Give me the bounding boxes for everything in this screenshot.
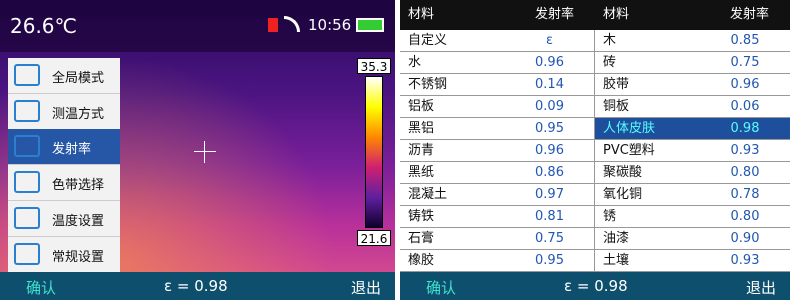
emissivity-value[interactable]: 0.97 <box>505 184 595 206</box>
material-name[interactable]: 石膏 <box>400 228 505 250</box>
material-name[interactable]: 木 <box>595 30 700 52</box>
table-header: 材料 <box>595 0 700 30</box>
emissivity-value[interactable]: 0.95 <box>505 250 595 272</box>
menu-item[interactable]: 温度设置 <box>8 201 120 237</box>
temperature: 26.6℃ <box>10 14 77 38</box>
menu-label: 温度设置 <box>52 210 104 229</box>
emissivity-value[interactable]: 0.75 <box>505 228 595 250</box>
material-name[interactable]: 土壤 <box>595 250 700 272</box>
color-bar <box>365 76 383 228</box>
emissivity-value[interactable]: 0.90 <box>700 228 790 250</box>
material-name[interactable]: 铜板 <box>595 96 700 118</box>
emissivity-value[interactable]: 0.06 <box>700 96 790 118</box>
material-name[interactable]: 胶带 <box>595 74 700 96</box>
emissivity-value[interactable]: ε <box>505 30 595 52</box>
emissivity-value[interactable]: 0.93 <box>700 140 790 162</box>
emissivity-value[interactable]: 0.81 <box>505 206 595 228</box>
emissivity-value[interactable]: 0.95 <box>505 118 595 140</box>
material-name[interactable]: 橡胶 <box>400 250 505 272</box>
material-name[interactable]: 黑纸 <box>400 162 505 184</box>
emissivity: ε = 0.98 <box>564 277 628 295</box>
confirm-button[interactable]: 确认 <box>426 277 456 298</box>
emissivity-value[interactable]: 0.85 <box>700 30 790 52</box>
menu-label: 常规设置 <box>52 246 104 265</box>
emissivity-value[interactable]: 0.75 <box>700 52 790 74</box>
menu-icon <box>14 64 40 86</box>
emissivity-value[interactable]: 0.14 <box>505 74 595 96</box>
exit-button[interactable]: 退出 <box>746 277 776 298</box>
menu-item[interactable]: 色带选择 <box>8 165 120 201</box>
clock: 10:56 <box>308 16 351 34</box>
emissivity-value[interactable]: 0.80 <box>700 206 790 228</box>
material-name[interactable]: 黑铝 <box>400 118 505 140</box>
footer: 确认 ε = 0.98 退出 <box>400 272 790 300</box>
emissivity-value[interactable]: 0.98 <box>700 118 790 140</box>
emissivity: ε = 0.98 <box>164 277 228 295</box>
emissivity-value[interactable]: 0.78 <box>700 184 790 206</box>
material-name[interactable]: 混凝土 <box>400 184 505 206</box>
emissivity-value[interactable]: 0.09 <box>505 96 595 118</box>
emissivity-value[interactable]: 0.80 <box>700 162 790 184</box>
menu-icon <box>14 171 40 193</box>
material-name[interactable]: 聚碳酸 <box>595 162 700 184</box>
menu-item[interactable]: 常规设置 <box>8 237 120 273</box>
thermal-view: 26.6℃ 10:56 全局模式测温方式发射率色带选择温度设置常规设置 35.3… <box>0 0 395 300</box>
emissivity-value[interactable]: 0.96 <box>505 140 595 162</box>
menu: 全局模式测温方式发射率色带选择温度设置常规设置 <box>8 58 120 272</box>
material-name[interactable]: 油漆 <box>595 228 700 250</box>
menu-item[interactable]: 测温方式 <box>8 94 120 130</box>
emissivity-value[interactable]: 0.86 <box>505 162 595 184</box>
material-name[interactable]: 自定义 <box>400 30 505 52</box>
battery-icon <box>356 18 384 32</box>
sd-icon <box>268 18 278 32</box>
menu-icon <box>14 135 40 157</box>
material-name[interactable]: 人体皮肤 <box>595 118 700 140</box>
material-name[interactable]: 不锈钢 <box>400 74 505 96</box>
material-name[interactable]: 氧化铜 <box>595 184 700 206</box>
menu-label: 发射率 <box>52 138 91 157</box>
menu-label: 色带选择 <box>52 174 104 193</box>
table-header: 发射率 <box>700 0 790 30</box>
scale-max: 35.3 <box>357 58 391 74</box>
material-name[interactable]: 砖 <box>595 52 700 74</box>
emissivity-value[interactable]: 0.93 <box>700 250 790 272</box>
table-header: 材料 <box>400 0 505 30</box>
material-name[interactable]: 铝板 <box>400 96 505 118</box>
scale-min: 21.6 <box>357 230 391 246</box>
material-name[interactable]: 沥青 <box>400 140 505 162</box>
material-name[interactable]: PVC塑料 <box>595 140 700 162</box>
screen: 26.6℃ 10:56 全局模式测温方式发射率色带选择温度设置常规设置 35.3… <box>0 0 790 300</box>
emissivity-value[interactable]: 0.96 <box>505 52 595 74</box>
footer: 确认 ε = 0.98 退出 <box>0 272 395 300</box>
emissivity-value[interactable]: 0.96 <box>700 74 790 96</box>
menu-label: 全局模式 <box>52 67 104 86</box>
material-name[interactable]: 水 <box>400 52 505 74</box>
menu-item[interactable]: 全局模式 <box>8 58 120 94</box>
material-name[interactable]: 铸铁 <box>400 206 505 228</box>
confirm-button[interactable]: 确认 <box>26 277 56 298</box>
table-header: 发射率 <box>505 0 595 30</box>
menu-icon <box>14 100 40 122</box>
menu-item[interactable]: 发射率 <box>8 129 120 165</box>
exit-button[interactable]: 退出 <box>351 277 381 298</box>
menu-icon <box>14 207 40 229</box>
material-name[interactable]: 锈 <box>595 206 700 228</box>
menu-icon <box>14 243 40 265</box>
crosshair <box>194 151 216 152</box>
crosshair <box>204 141 205 163</box>
menu-label: 测温方式 <box>52 103 104 122</box>
